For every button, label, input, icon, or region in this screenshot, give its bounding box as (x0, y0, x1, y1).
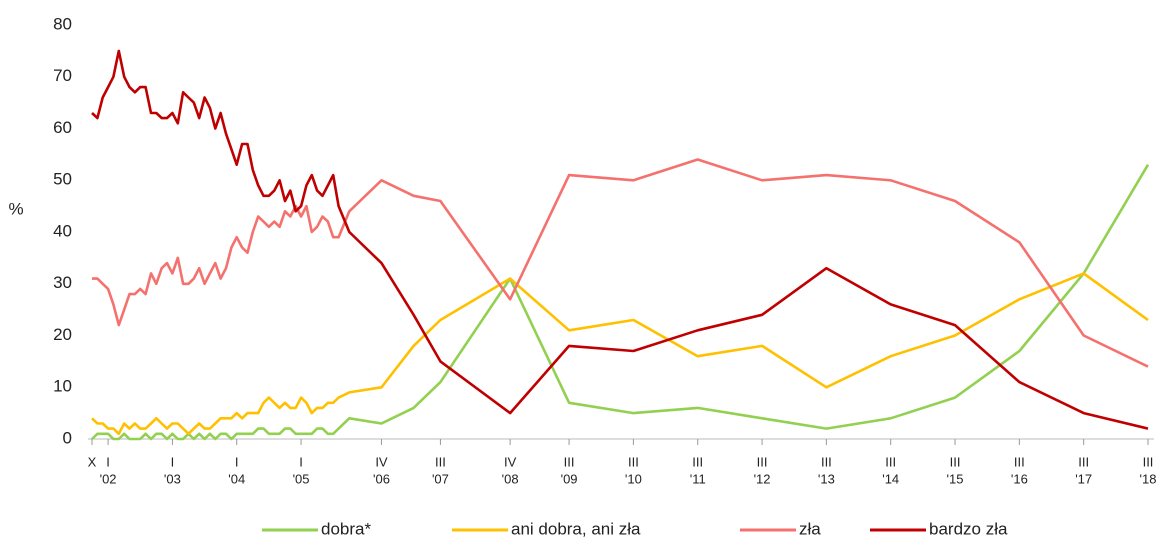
x-tick-label: '06 (373, 471, 390, 486)
y-tick-label: 60 (53, 118, 72, 137)
x-tick-label: III (628, 454, 639, 469)
legend-label: ani dobra, ani zła (511, 519, 641, 538)
x-tick-label: '03 (164, 471, 181, 486)
x-tick-label: III (692, 454, 703, 469)
x-tick-label: '17 (1075, 471, 1092, 486)
y-tick-label: 30 (53, 273, 72, 292)
y-tick-label: 10 (53, 377, 72, 396)
x-tick-label: IV (504, 454, 517, 469)
x-tick-label: '09 (561, 471, 578, 486)
series-line (91, 272, 1149, 436)
x-tick-label: '14 (882, 471, 899, 486)
x-tick-label: '04 (228, 471, 245, 486)
x-tick-label: I (171, 454, 175, 469)
x-tick-label: '15 (947, 471, 964, 486)
series-line (91, 49, 1149, 430)
x-tick-label: '05 (293, 471, 310, 486)
x-tick-label: III (885, 454, 896, 469)
x-tick-label: '11 (690, 471, 706, 486)
x-tick-label: I (235, 454, 239, 469)
y-tick-label: 0 (63, 428, 72, 447)
y-axis-label: % (8, 199, 23, 218)
x-tick-label: '08 (502, 471, 519, 486)
x-tick-label: III (1143, 454, 1154, 469)
x-tick-label: I (299, 454, 303, 469)
x-tick-label: III (1014, 454, 1025, 469)
series-line (92, 158, 1149, 368)
x-tick-label: X (88, 454, 97, 469)
y-tick-label: 70 (53, 66, 72, 85)
y-tick-label: 40 (53, 221, 72, 240)
legend-label: zła (799, 519, 821, 538)
legend-label: dobra* (321, 519, 371, 538)
x-tick-label: '13 (818, 471, 835, 486)
legend-label: bardzo zła (929, 519, 1008, 538)
x-tick-label: I (106, 454, 110, 469)
x-tick-label: III (950, 454, 961, 469)
x-tick-label: III (564, 454, 575, 469)
series-line (91, 164, 1150, 441)
x-tick-label: '12 (754, 471, 771, 486)
x-tick-label: '16 (1011, 471, 1028, 486)
y-tick-label: 50 (53, 170, 72, 189)
x-tick-label: III (821, 454, 832, 469)
x-tick-label: IV (375, 454, 388, 469)
x-tick-label: '10 (625, 471, 642, 486)
x-tick-label: '02 (100, 471, 117, 486)
y-tick-label: 20 (53, 325, 72, 344)
y-tick-label: 80 (53, 14, 72, 33)
x-tick-label: '07 (432, 471, 449, 486)
x-tick-label: '18 (1140, 471, 1157, 486)
x-tick-label: III (435, 454, 446, 469)
x-tick-label: III (1078, 454, 1089, 469)
x-tick-label: III (757, 454, 768, 469)
